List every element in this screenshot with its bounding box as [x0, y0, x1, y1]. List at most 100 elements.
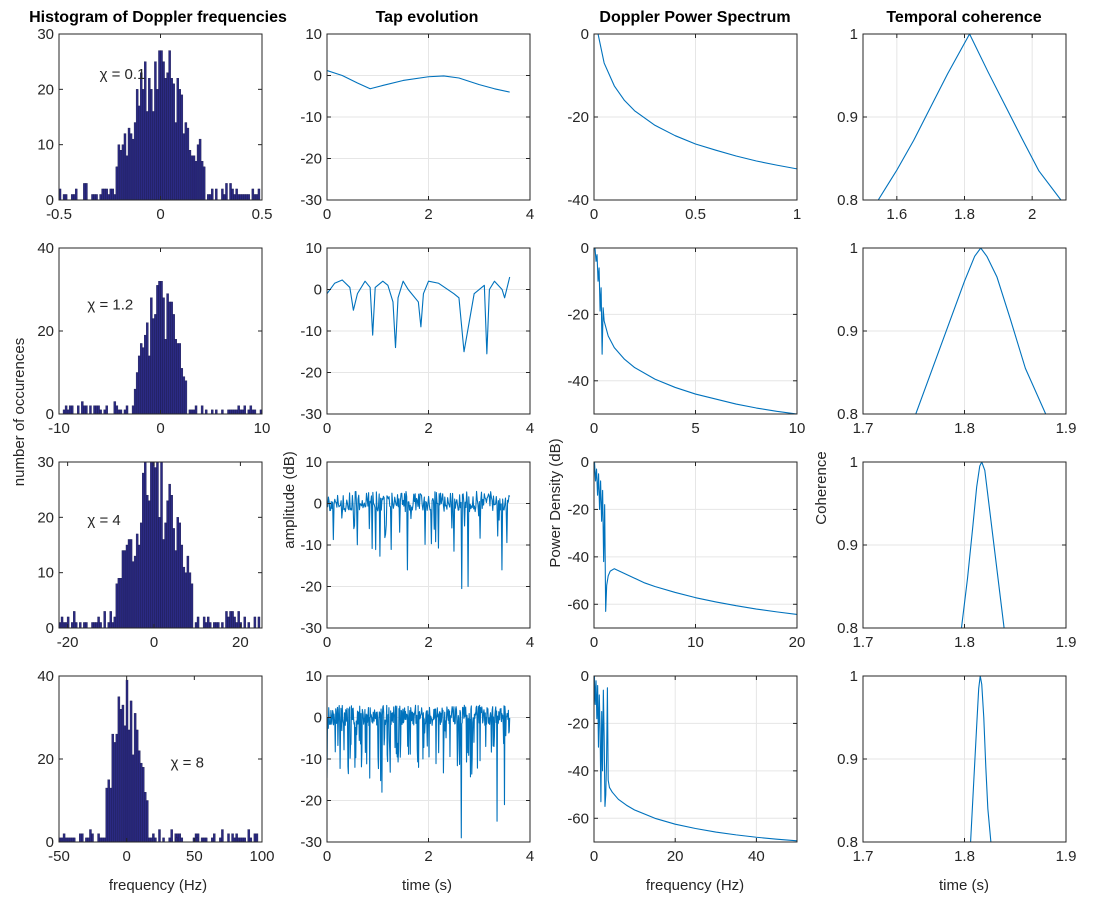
- x-tick-label: 1.8: [954, 420, 975, 437]
- histogram-bar: [152, 318, 155, 414]
- histogram-bar: [144, 334, 147, 414]
- histogram-bar: [66, 837, 70, 842]
- histogram-bar: [227, 616, 230, 628]
- series-line: [327, 276, 511, 355]
- y-tick-label: -30: [300, 620, 322, 637]
- histogram-bar: [231, 833, 234, 842]
- histogram-bar: [188, 572, 192, 628]
- histogram-bar: [233, 616, 236, 628]
- histogram-bar: [195, 837, 199, 842]
- histogram-bar: [93, 405, 96, 414]
- plot-area: [594, 676, 797, 842]
- histogram-bar: [152, 111, 155, 200]
- y-tick-label: 0: [314, 496, 322, 513]
- histogram-bar: [64, 837, 68, 842]
- histogram-bar: [119, 409, 123, 414]
- histogram-bar: [70, 194, 74, 200]
- histogram-bar: [135, 372, 139, 414]
- histogram-bar: [162, 61, 165, 200]
- series-group: [327, 69, 510, 93]
- subplot-tap-1: 0 2 4 -30 -20 -10 0 10: [300, 240, 534, 437]
- histogram-bar: [247, 622, 251, 628]
- histogram-bar: [209, 622, 212, 628]
- y-tick-label: 10: [37, 137, 54, 154]
- histogram-bar: [64, 622, 68, 628]
- histogram-bar: [137, 544, 141, 628]
- x-tick-label: 0: [323, 206, 331, 223]
- column-title-tap-evolution: Tap evolution: [376, 9, 479, 26]
- y-tick-label: 40: [37, 668, 54, 685]
- histogram-bar: [62, 833, 66, 842]
- histogram-bar: [115, 733, 119, 842]
- histogram-bar: [213, 622, 216, 628]
- histogram-bar: [62, 622, 66, 628]
- histogram-bar: [85, 837, 88, 842]
- histogram-bar: [107, 779, 110, 842]
- histogram-bar: [103, 611, 106, 628]
- histogram-bar: [117, 409, 121, 414]
- histogram-bar: [164, 78, 167, 200]
- histogram-bar: [91, 833, 94, 842]
- histogram-bar: [186, 127, 190, 200]
- histogram-bar: [148, 78, 151, 200]
- histogram-bar: [73, 611, 76, 628]
- histogram-bar: [170, 301, 173, 414]
- histogram-bar: [68, 405, 72, 414]
- y-tick-label: 20: [37, 81, 54, 98]
- x-tick-label: 0.5: [252, 206, 273, 223]
- histogram-bar: [121, 144, 125, 200]
- histogram-bar: [184, 380, 188, 414]
- histogram-bar: [131, 561, 135, 628]
- histogram-bar: [184, 572, 188, 628]
- series-line: [960, 462, 1005, 628]
- y-tick-label: 0: [46, 406, 54, 423]
- histogram-bar: [219, 837, 222, 842]
- histogram-bar: [156, 462, 159, 628]
- histogram-bar: [107, 194, 110, 200]
- subplot-coh-2: 1.7 1.8 1.9 0.8 0.9 1: [837, 454, 1076, 651]
- axes-box: [593, 675, 798, 843]
- x-tick-label: 1.7: [853, 848, 874, 865]
- series-line: [327, 704, 511, 839]
- histogram-bar: [70, 837, 74, 842]
- y-tick-label: 0.9: [837, 751, 858, 768]
- y-tick-label: -40: [567, 549, 589, 566]
- subplot-dps-0: 0 0.5 1 -40 -20 0: [567, 26, 801, 223]
- x-tick-label: 2: [424, 848, 432, 865]
- histogram-bar: [105, 405, 108, 414]
- histogram-bar: [144, 462, 147, 628]
- histogram-bar: [113, 742, 117, 842]
- y-tick-label: 0: [581, 26, 589, 43]
- x-tick-label: 1.9: [1056, 634, 1077, 651]
- chi-annotation: χ = 8: [171, 754, 204, 771]
- histogram-bar: [255, 194, 259, 200]
- histogram-bar: [125, 544, 129, 628]
- y-tick-label: 0: [46, 192, 54, 209]
- subplot-dps-1: 0 5 10 -40 -20 0: [567, 240, 805, 437]
- x-tick-label: -50: [48, 848, 70, 865]
- histogram-bar: [75, 188, 78, 200]
- histogram-bar: [215, 188, 218, 200]
- histogram-bar: [227, 409, 230, 414]
- series-group: [597, 34, 797, 170]
- histogram-bar: [101, 837, 104, 842]
- histogram-bar: [99, 409, 102, 414]
- chi-annotation: χ = 1.2: [87, 296, 133, 313]
- histogram-bar: [176, 517, 179, 628]
- y-tick-label: -60: [567, 810, 589, 827]
- xlabel-coherence: time (s): [939, 877, 989, 894]
- histogram-bar: [176, 343, 179, 414]
- ylabel-doppler-spectrum: Power Density (dB): [547, 438, 564, 567]
- histogram-bar: [135, 729, 139, 842]
- histogram-bar: [239, 837, 242, 842]
- histogram-bar: [190, 155, 194, 200]
- histogram-bar: [154, 314, 157, 414]
- x-tick-label: 10: [789, 420, 806, 437]
- y-tick-label: 10: [37, 565, 54, 582]
- x-tick-label: 0: [150, 634, 158, 651]
- histogram-bar: [257, 188, 261, 200]
- y-tick-label: 1: [850, 240, 858, 257]
- histogram-bar: [174, 550, 177, 628]
- histogram-bar: [162, 297, 165, 414]
